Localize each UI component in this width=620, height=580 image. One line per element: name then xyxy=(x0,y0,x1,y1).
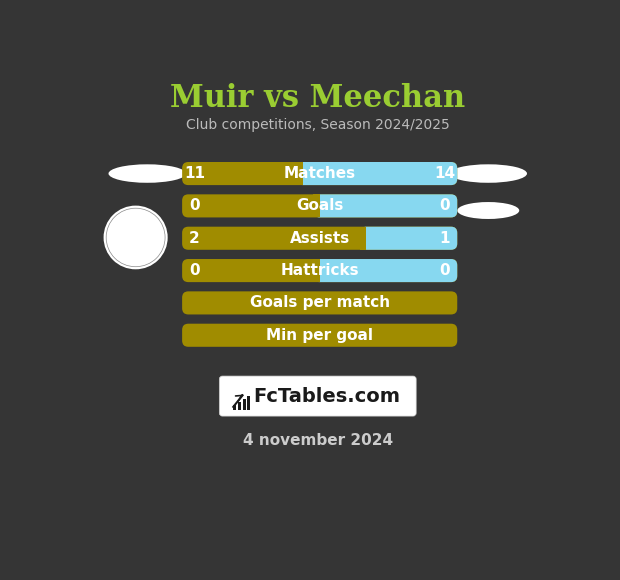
FancyBboxPatch shape xyxy=(314,259,458,282)
Bar xyxy=(314,194,320,218)
FancyBboxPatch shape xyxy=(297,162,458,185)
Bar xyxy=(360,227,366,250)
Bar xyxy=(233,405,236,410)
Text: FcTables.com: FcTables.com xyxy=(254,387,401,405)
Text: 4 november 2024: 4 november 2024 xyxy=(242,433,393,448)
Text: Matches: Matches xyxy=(283,166,356,181)
Bar xyxy=(314,259,320,282)
Text: 0: 0 xyxy=(440,198,450,213)
FancyBboxPatch shape xyxy=(314,194,458,218)
FancyBboxPatch shape xyxy=(182,324,458,347)
FancyBboxPatch shape xyxy=(182,259,458,282)
Bar xyxy=(297,162,303,185)
FancyBboxPatch shape xyxy=(182,227,458,250)
Ellipse shape xyxy=(108,164,186,183)
Circle shape xyxy=(105,206,167,269)
FancyBboxPatch shape xyxy=(182,194,458,218)
Bar xyxy=(242,399,246,410)
Text: 11: 11 xyxy=(184,166,205,181)
Text: Club competitions, Season 2024/2025: Club competitions, Season 2024/2025 xyxy=(186,118,450,132)
Bar xyxy=(247,396,250,410)
Text: Min per goal: Min per goal xyxy=(266,328,373,343)
FancyBboxPatch shape xyxy=(360,227,458,250)
Text: Muir vs Meechan: Muir vs Meechan xyxy=(170,84,466,114)
Text: 0: 0 xyxy=(189,263,200,278)
FancyBboxPatch shape xyxy=(182,291,458,314)
Text: Hattricks: Hattricks xyxy=(280,263,359,278)
Circle shape xyxy=(106,208,165,267)
Text: Goals: Goals xyxy=(296,198,343,213)
Text: 0: 0 xyxy=(440,263,450,278)
Text: Goals per match: Goals per match xyxy=(250,295,390,310)
Bar xyxy=(238,403,241,410)
FancyBboxPatch shape xyxy=(182,162,458,185)
Ellipse shape xyxy=(458,202,520,219)
Text: 0: 0 xyxy=(189,198,200,213)
Ellipse shape xyxy=(450,164,527,183)
FancyBboxPatch shape xyxy=(219,376,416,416)
Text: 2: 2 xyxy=(189,231,200,246)
Text: 1: 1 xyxy=(440,231,450,246)
Text: Assists: Assists xyxy=(290,231,350,246)
Text: 14: 14 xyxy=(434,166,456,181)
